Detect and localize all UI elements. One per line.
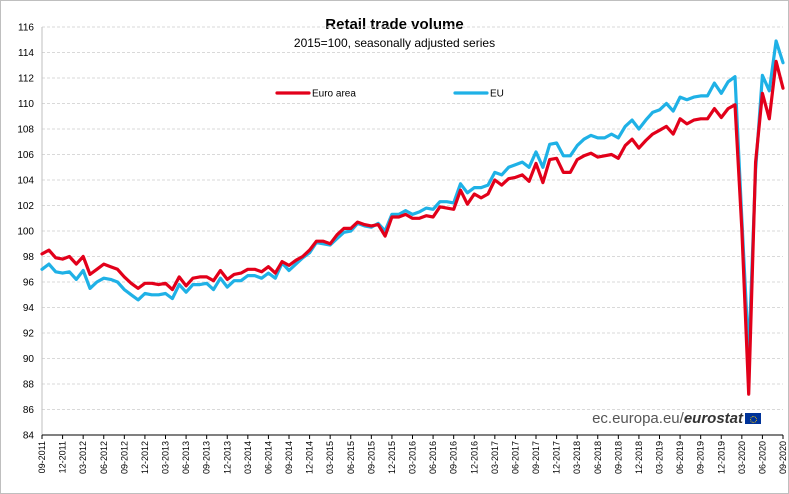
- x-tick-label: 09-2020: [778, 441, 788, 474]
- y-tick-label: 100: [17, 227, 34, 238]
- y-tick-label: 116: [18, 23, 34, 34]
- chart-subtitle: 2015=100, seasonally adjusted series: [293, 36, 496, 50]
- x-tick-label: 03-2016: [408, 441, 418, 474]
- x-tick-label: 06-2012: [99, 441, 109, 474]
- x-tick-label: 12-2018: [634, 441, 644, 474]
- x-tick-label: 12-2019: [716, 441, 726, 474]
- series-line-euro-area: [40, 59, 785, 396]
- y-tick-label: 98: [23, 252, 35, 263]
- y-tick-label: 102: [17, 201, 34, 212]
- x-tick-label: 09-2016: [449, 441, 459, 474]
- legend-label: Euro area: [312, 89, 356, 100]
- x-tick-label: 09-2018: [613, 441, 623, 474]
- x-tick-label: 09-2017: [531, 441, 541, 474]
- y-tick-label: 108: [17, 125, 34, 136]
- x-tick-label: 12-2012: [140, 441, 150, 474]
- x-tick-label: 03-2019: [655, 441, 665, 474]
- x-tick-label: 06-2016: [428, 441, 438, 474]
- y-tick-label: 104: [17, 176, 34, 187]
- y-tick-label: 88: [23, 380, 35, 391]
- series-lines: [40, 39, 785, 396]
- y-tick-label: 96: [23, 278, 35, 289]
- y-axis-ticks: 84 86 88 90 92 94 96 98 100 102 104 106 108 110 112 114…: [17, 23, 34, 442]
- x-tick-label: 12-2013: [222, 441, 232, 474]
- x-tick-label: 06-2020: [757, 441, 767, 474]
- y-tick-label: 112: [18, 74, 34, 85]
- x-tick-label: 06-2017: [510, 441, 520, 474]
- x-tick-label: 03-2017: [490, 441, 500, 474]
- y-tick-label: 110: [18, 99, 34, 110]
- x-tick-label: 03-2013: [161, 441, 171, 474]
- x-tick-label: 09-2019: [696, 441, 706, 474]
- x-tick-label: 12-2014: [305, 441, 315, 474]
- x-tick-label: 09-2015: [366, 441, 376, 474]
- x-tick-label: 03-2012: [78, 441, 88, 474]
- x-tick-label: 12-2015: [387, 441, 397, 474]
- x-tick-label: 12-2016: [469, 441, 479, 474]
- x-tick-label: 03-2014: [243, 441, 253, 474]
- x-tick-label: 03-2020: [737, 441, 747, 474]
- x-tick-label: 09-2014: [284, 441, 294, 474]
- chart-title: Retail trade volume: [325, 16, 464, 33]
- y-tick-label: 94: [23, 303, 35, 314]
- y-tick-label: 90: [23, 354, 35, 365]
- x-tick-label: 03-2015: [325, 441, 335, 474]
- y-tick-label: 106: [17, 150, 34, 161]
- x-tick-label: 12-2017: [552, 441, 562, 474]
- legend: Euro area EU: [275, 89, 504, 100]
- x-tick-label: 06-2019: [675, 441, 685, 474]
- gridlines: [41, 26, 783, 435]
- x-tick-label: 09-2011: [37, 441, 47, 473]
- x-tick-label: 03-2018: [572, 441, 582, 474]
- x-tick-label: 06-2014: [263, 441, 273, 474]
- x-tick-label: 09-2012: [119, 441, 129, 474]
- x-axis-ticks: 09-2011 12-2011 03-2012 06-2012 09-2012 12-20…: [37, 435, 788, 474]
- y-tick-label: 92: [23, 329, 35, 340]
- x-tick-label: 06-2018: [593, 441, 603, 474]
- y-tick-label: 86: [23, 405, 35, 416]
- x-tick-label: 12-2011: [58, 441, 68, 473]
- eurostat-brand: eurostat: [683, 410, 743, 427]
- y-tick-label: 84: [23, 431, 35, 442]
- source-prefix: ec.europa.eu/: [592, 410, 684, 427]
- series-line-eu: [40, 39, 785, 358]
- legend-label: EU: [490, 89, 504, 100]
- x-tick-label: 06-2015: [346, 441, 356, 474]
- y-tick-label: 114: [18, 48, 34, 59]
- x-tick-label: 09-2013: [202, 441, 212, 474]
- eu-flag-icon: [745, 413, 761, 424]
- x-tick-label: 06-2013: [181, 441, 191, 474]
- source-credit[interactable]: ec.europa.eu/eurostat: [592, 410, 761, 427]
